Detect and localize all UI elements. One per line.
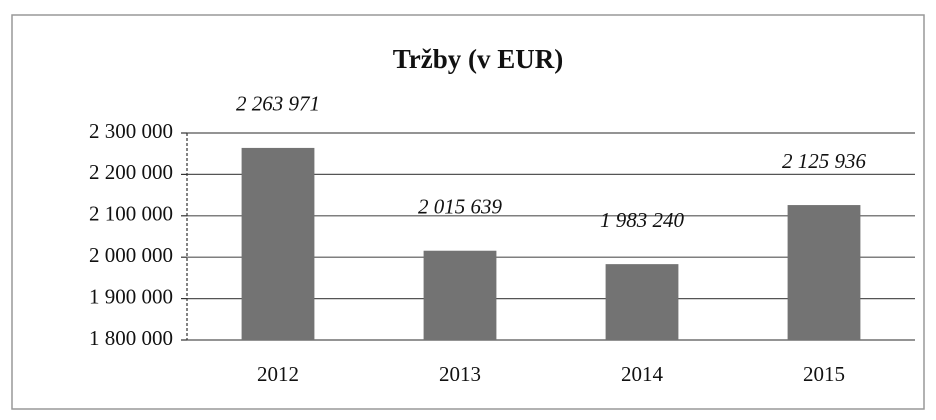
x-tick-label: 2014 xyxy=(621,362,664,386)
bar xyxy=(605,264,679,340)
bar xyxy=(241,147,315,340)
y-tick-label: 2 100 000 xyxy=(89,202,173,226)
chart-title: Tržby (v EUR) xyxy=(393,44,563,74)
y-tick-label: 2 200 000 xyxy=(89,160,173,184)
y-tick-label: 1 800 000 xyxy=(89,326,173,350)
x-tick-label: 2013 xyxy=(439,362,481,386)
y-tick-label: 1 900 000 xyxy=(89,284,173,308)
value-label: 2 125 936 xyxy=(782,149,867,173)
value-label: 2 015 639 xyxy=(418,195,503,219)
y-tick-label: 2 300 000 xyxy=(89,119,173,143)
value-label: 1 983 240 xyxy=(600,208,685,232)
x-tick-label: 2015 xyxy=(803,362,845,386)
value-label: 2 263 971 xyxy=(236,92,320,116)
bar xyxy=(423,250,497,340)
y-tick-label: 2 000 000 xyxy=(89,243,173,267)
chart-frame xyxy=(11,14,925,410)
x-tick-label: 2012 xyxy=(257,362,299,386)
bar xyxy=(787,205,861,340)
